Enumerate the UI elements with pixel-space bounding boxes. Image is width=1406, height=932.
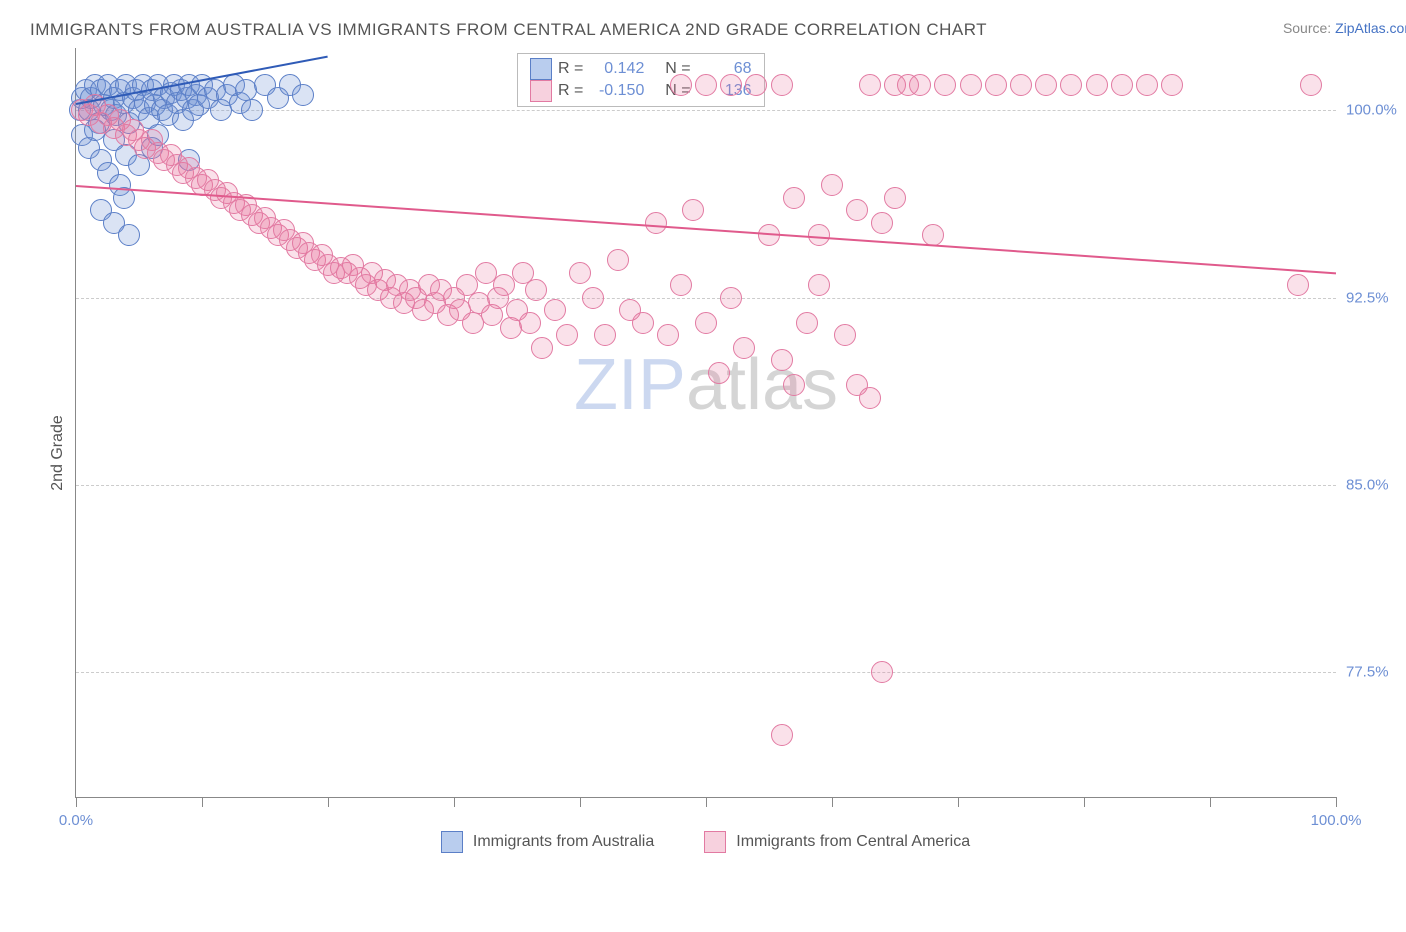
x-tick [706, 797, 707, 807]
chart-container: { "title": "IMMIGRANTS FROM AUSTRALIA VS… [20, 20, 1406, 912]
x-tick-label-left: 0.0% [59, 812, 93, 829]
swatch-series-1 [530, 58, 552, 80]
data-point [1010, 74, 1032, 96]
data-point [897, 74, 919, 96]
data-point [1300, 74, 1322, 96]
data-point [884, 187, 906, 209]
data-point [1136, 74, 1158, 96]
data-point [985, 74, 1007, 96]
header: IMMIGRANTS FROM AUSTRALIA VS IMMIGRANTS … [20, 20, 1406, 48]
data-point [771, 724, 793, 746]
x-tick [202, 797, 203, 807]
gridline [76, 485, 1336, 486]
data-point [808, 274, 830, 296]
x-tick [1084, 797, 1085, 807]
data-point [720, 287, 742, 309]
data-point [834, 324, 856, 346]
plot-area: ZIPatlas R = 0.142 N = 68 R = -0.150 N = [75, 48, 1336, 798]
data-point [525, 279, 547, 301]
gridline [76, 298, 1336, 299]
legend-item-2: Immigrants from Central America [704, 831, 970, 853]
x-tick-label-right: 100.0% [1311, 812, 1362, 829]
swatch-series-2 [530, 80, 552, 102]
data-point [859, 387, 881, 409]
data-point [292, 84, 314, 106]
data-point [871, 212, 893, 234]
bottom-legend: Immigrants from Australia Immigrants fro… [75, 831, 1336, 853]
data-point [821, 174, 843, 196]
chart-area: 2nd Grade ZIPatlas R = 0.142 N = 68 R = … [20, 48, 1406, 858]
x-tick [76, 797, 77, 807]
data-point [493, 274, 515, 296]
x-tick [580, 797, 581, 807]
data-point [632, 312, 654, 334]
data-point [670, 74, 692, 96]
data-point [783, 374, 805, 396]
data-point [745, 74, 767, 96]
data-point [783, 187, 805, 209]
data-point [695, 312, 717, 334]
data-point [241, 99, 263, 121]
data-point [670, 274, 692, 296]
stats-row-1: R = 0.142 N = 68 [530, 58, 752, 80]
data-point [771, 349, 793, 371]
data-point [796, 312, 818, 334]
data-point [657, 324, 679, 346]
data-point [1161, 74, 1183, 96]
source-link[interactable]: ZipAtlas.com [1335, 20, 1406, 36]
data-point [1035, 74, 1057, 96]
data-point [1111, 74, 1133, 96]
swatch-series-1-icon [441, 831, 463, 853]
data-point [846, 199, 868, 221]
data-point [960, 74, 982, 96]
data-point [708, 362, 730, 384]
data-point [607, 249, 629, 271]
y-tick-label: 92.5% [1346, 289, 1406, 306]
x-tick [1336, 797, 1337, 807]
y-tick-label: 85.0% [1346, 476, 1406, 493]
data-point [645, 212, 667, 234]
data-point [682, 199, 704, 221]
x-tick [454, 797, 455, 807]
data-point [695, 74, 717, 96]
y-tick-label: 100.0% [1346, 102, 1406, 119]
data-point [531, 337, 553, 359]
data-point [594, 324, 616, 346]
data-point [934, 74, 956, 96]
x-tick [832, 797, 833, 807]
data-point [582, 287, 604, 309]
swatch-series-2-icon [704, 831, 726, 853]
stats-row-2: R = -0.150 N = 136 [530, 80, 752, 102]
gridline [76, 672, 1336, 673]
data-point [1060, 74, 1082, 96]
data-point [871, 661, 893, 683]
x-tick [958, 797, 959, 807]
data-point [1287, 274, 1309, 296]
data-point [859, 74, 881, 96]
data-point [569, 262, 591, 284]
x-tick [328, 797, 329, 807]
data-point [771, 74, 793, 96]
legend-item-1: Immigrants from Australia [441, 831, 654, 853]
chart-title: IMMIGRANTS FROM AUSTRALIA VS IMMIGRANTS … [30, 20, 987, 40]
data-point [544, 299, 566, 321]
data-point [1086, 74, 1108, 96]
y-axis-label: 2nd Grade [49, 415, 67, 491]
data-point [556, 324, 578, 346]
data-point [720, 74, 742, 96]
y-tick-label: 77.5% [1346, 664, 1406, 681]
source-citation: Source: ZipAtlas.com [1283, 20, 1406, 36]
x-tick [1210, 797, 1211, 807]
data-point [118, 224, 140, 246]
data-point [519, 312, 541, 334]
gridline [76, 110, 1336, 111]
data-point [733, 337, 755, 359]
